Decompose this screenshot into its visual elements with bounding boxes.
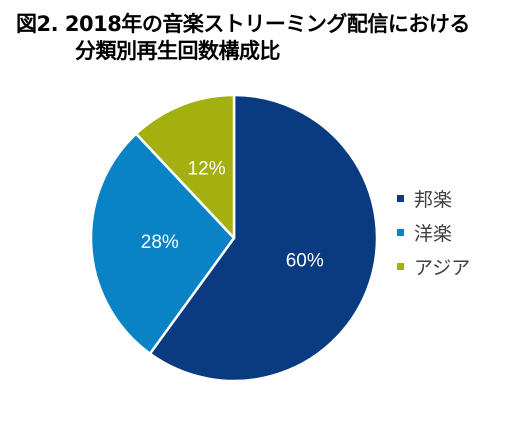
legend-label-asian: アジア <box>414 256 471 279</box>
legend-item-asian: アジア <box>397 256 470 279</box>
pie-slice-asian <box>134 93 236 240</box>
legend-swatch-western <box>397 228 404 236</box>
legend-label-western: 洋楽 <box>414 222 453 245</box>
data-label-japanese: 60% <box>286 250 324 271</box>
pie-slice-western <box>89 132 236 355</box>
legend-label-japanese: 邦楽 <box>414 188 453 211</box>
pie-slice-japanese <box>148 93 379 383</box>
chart-title-line-1: 図2. 2018年の音楽ストリーミング配信における <box>16 12 470 36</box>
legend-swatch-asian <box>397 262 404 270</box>
legend-swatch-japanese <box>397 194 404 202</box>
chart-title-line-2: 分類別再生回数構成比 <box>75 39 281 63</box>
data-label-western: 28% <box>141 232 179 253</box>
legend-item-western: 洋楽 <box>397 222 470 245</box>
legend-item-japanese: 邦楽 <box>397 188 470 211</box>
data-label-asian: 12% <box>188 158 226 179</box>
legend: 邦楽 洋楽 アジア <box>397 188 470 290</box>
